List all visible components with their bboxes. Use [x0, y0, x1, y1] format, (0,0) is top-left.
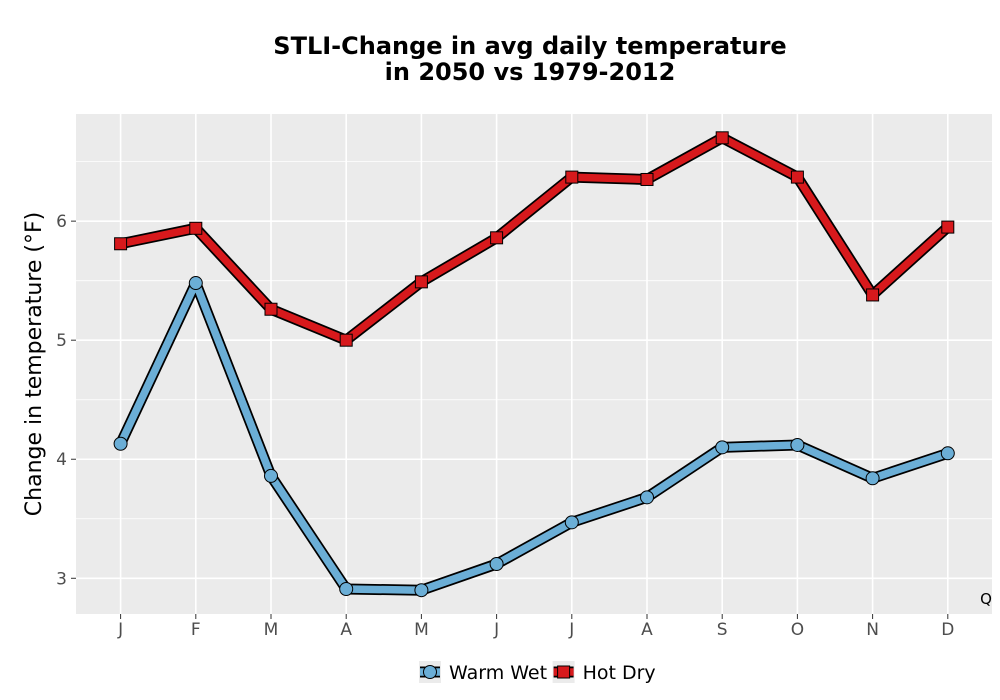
grid-lines — [76, 114, 992, 614]
y-axis-label: Change in temperature (°F) — [22, 212, 47, 516]
legend-marker-hot-dry — [557, 665, 571, 679]
series-layer — [113, 131, 955, 598]
x-tick-label: A — [340, 620, 352, 640]
data-point-hot-dry — [414, 275, 428, 289]
y-tick-label: 6 — [56, 212, 67, 232]
data-point-hot-dry — [264, 302, 278, 316]
data-point-warm-wet — [640, 490, 654, 505]
data-point-warm-wet — [715, 440, 730, 455]
x-tick-label: M — [414, 620, 429, 640]
x-tick-label: J — [568, 620, 574, 640]
data-point-hot-dry — [640, 172, 654, 186]
data-point-hot-dry — [790, 170, 804, 184]
x-tick-label: D — [941, 620, 954, 640]
data-point-warm-wet — [414, 583, 429, 598]
data-point-warm-wet — [188, 276, 203, 291]
data-point-warm-wet — [264, 468, 278, 483]
chart-title-line-1: STLI-Change in avg daily temperature — [273, 32, 786, 60]
data-point-hot-dry — [189, 221, 203, 235]
data-point-warm-wet — [790, 437, 805, 452]
legend: Warm Wet Hot Dry — [419, 661, 656, 684]
y-tick-label: 5 — [56, 331, 67, 351]
corner-label: Q — [980, 590, 992, 608]
x-tick-label: F — [191, 620, 201, 640]
y-axis: 3 4 5 6 — [56, 212, 76, 589]
data-point-hot-dry — [941, 220, 955, 234]
y-tick-label: 4 — [56, 450, 67, 470]
data-point-hot-dry — [490, 231, 504, 245]
x-tick-label: O — [791, 620, 804, 640]
series-line-hot-dry — [116, 134, 952, 344]
x-tick-label: S — [717, 620, 728, 640]
data-point-warm-wet — [865, 471, 880, 486]
x-tick-label: J — [117, 620, 123, 640]
data-point-warm-wet — [113, 436, 128, 451]
data-point-hot-dry — [715, 131, 729, 145]
data-point-hot-dry — [114, 237, 128, 251]
x-tick-label: J — [493, 620, 499, 640]
series-line-warm-wet — [116, 279, 952, 594]
legend-marker-warm-wet — [423, 665, 437, 679]
x-tick-label: M — [264, 620, 279, 640]
data-point-hot-dry — [866, 288, 880, 302]
data-point-warm-wet — [339, 582, 354, 596]
data-point-warm-wet — [489, 557, 504, 571]
data-point-hot-dry — [339, 333, 353, 347]
legend-label-warm-wet: Warm Wet — [449, 662, 547, 684]
x-tick-label: N — [866, 620, 879, 640]
legend-label-hot-dry: Hot Dry — [583, 662, 656, 684]
y-tick-label: 3 — [56, 569, 67, 589]
x-tick-label: A — [641, 620, 653, 640]
chart-title-line-2: in 2050 vs 1979-2012 — [385, 58, 676, 86]
data-point-hot-dry — [565, 170, 579, 184]
data-point-warm-wet — [564, 515, 579, 530]
data-point-warm-wet — [940, 446, 955, 461]
